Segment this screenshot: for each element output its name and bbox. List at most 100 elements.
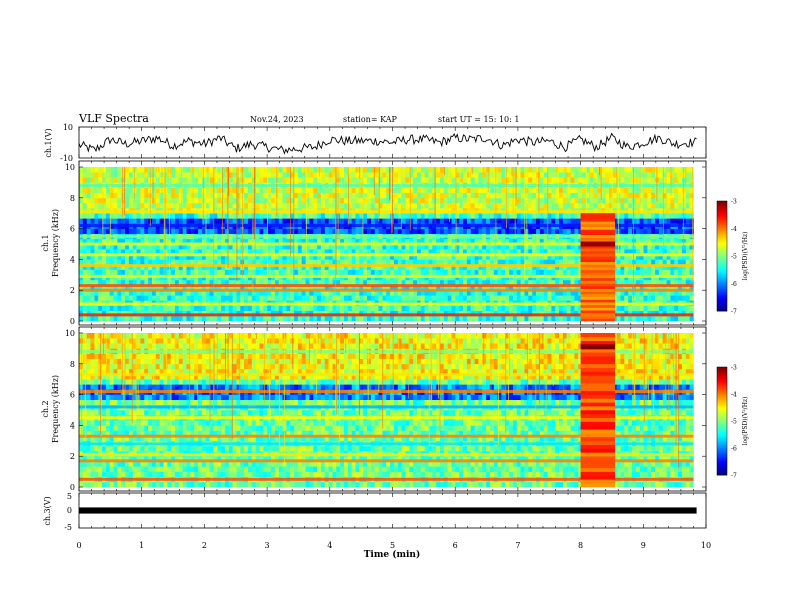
spectrogram-cell xyxy=(681,285,687,291)
spectrogram-cell xyxy=(370,213,376,219)
spectrogram-cell xyxy=(570,290,575,296)
spectrogram-cell xyxy=(497,213,502,219)
spectrogram-cell xyxy=(632,285,637,291)
spectrogram-cell xyxy=(547,177,552,183)
spectrogram-cell xyxy=(570,264,575,270)
spectrogram-cell xyxy=(374,269,379,276)
spectrogram-cell xyxy=(259,167,264,173)
spectrogram-cell xyxy=(94,197,99,204)
spectrogram-cell xyxy=(98,177,103,183)
spectrogram-cell xyxy=(505,290,510,296)
spectrogram-cell xyxy=(647,238,652,245)
spectrogram-cell xyxy=(255,254,260,260)
spectrogram-cell xyxy=(278,279,283,286)
spectrogram-cell xyxy=(121,177,126,183)
spectrogram-cell xyxy=(432,254,437,260)
spectrogram-cell xyxy=(597,177,602,183)
spectrogram-cell xyxy=(209,238,214,245)
spectrogram-cell xyxy=(497,172,502,178)
spectrogram-cell xyxy=(282,315,287,322)
spectrogram-cell xyxy=(340,254,345,260)
spectrogram-cell xyxy=(198,202,203,209)
spectrogram-cell xyxy=(666,228,671,235)
spectrogram-cell xyxy=(363,269,368,276)
spectrogram-cell xyxy=(501,279,506,286)
spectrogram-cell xyxy=(463,202,468,209)
spectrogram-cell xyxy=(121,172,126,178)
spectrogram-cell xyxy=(278,285,283,291)
spectrogram-cell xyxy=(79,202,84,209)
spectrogram-cell xyxy=(175,228,180,235)
spectrogram-cell xyxy=(347,187,352,193)
spectrogram-cell xyxy=(520,269,525,276)
spectrogram-cell xyxy=(505,315,510,322)
spectrogram-cell xyxy=(374,279,379,286)
spectrogram-cell xyxy=(190,228,195,235)
spectrogram-cell xyxy=(274,254,280,260)
spectrogram-cell xyxy=(466,269,472,276)
spectrogram-cell xyxy=(370,290,376,296)
spectrogram-cell xyxy=(589,172,594,178)
spectrogram-cell xyxy=(635,285,641,291)
spectrogram-cell xyxy=(689,279,694,286)
spectrogram-cell xyxy=(201,244,207,250)
spectrogram-cell xyxy=(344,305,349,312)
spectrogram-cell xyxy=(178,172,183,178)
spectrogram-cell xyxy=(420,254,425,260)
spectrogram-cell xyxy=(470,228,475,235)
spectrogram-cell xyxy=(336,264,341,270)
spectrogram-cell xyxy=(255,187,260,193)
frequency-band xyxy=(79,253,694,257)
spectrogram-cell xyxy=(509,259,514,265)
spectrogram-cell xyxy=(332,192,337,199)
spectrogram-cell xyxy=(539,259,544,265)
spectrogram-cell xyxy=(559,279,564,286)
spectrogram-cell xyxy=(486,264,491,270)
spectrogram-cell xyxy=(328,228,333,235)
spectrogram-cell xyxy=(244,269,249,276)
spectrogram-cell xyxy=(658,279,664,286)
spectrogram-cell xyxy=(451,259,456,265)
spectrogram-cell xyxy=(386,279,391,286)
spectrogram-cell xyxy=(635,187,641,193)
waveform-line xyxy=(78,132,697,155)
spectrogram-cell xyxy=(282,202,287,209)
spectrogram-cell xyxy=(240,305,245,312)
spectrogram-cell xyxy=(562,172,568,178)
spectrogram-cell xyxy=(332,218,337,224)
spectrogram-cell xyxy=(628,305,633,312)
spectrogram-cell xyxy=(271,228,276,235)
spectrogram-cell xyxy=(685,202,690,209)
spectrogram-cell xyxy=(455,290,460,296)
spectrogram-cell xyxy=(248,305,253,312)
spectrogram-cell xyxy=(570,213,575,219)
spectrogram-cell xyxy=(428,192,433,199)
spectrogram-cell xyxy=(451,187,456,193)
spectrogram-cell xyxy=(221,290,226,296)
spectrogram-cell xyxy=(313,172,318,178)
spectrogram-cell xyxy=(328,264,333,270)
spectrogram-cell xyxy=(248,285,253,291)
spectrogram-cell xyxy=(486,254,491,260)
spectrogram-cell xyxy=(163,315,168,322)
spectrogram-cell xyxy=(205,244,210,250)
spectrogram-cell xyxy=(532,238,537,245)
spectrogram-cell xyxy=(466,315,472,322)
spectrogram-cell xyxy=(417,305,422,312)
spectrogram-cell xyxy=(190,244,195,250)
spectrogram-cell xyxy=(251,295,256,301)
spectrogram-cell xyxy=(109,249,114,255)
spectrogram-cell xyxy=(232,244,237,250)
spectrogram-cell xyxy=(144,172,149,178)
spectrogram-cell xyxy=(209,187,214,193)
spectrogram-cell xyxy=(505,305,510,312)
spectrogram-cell xyxy=(347,259,352,265)
spectrogram-cell xyxy=(655,238,660,245)
spectrogram-cell xyxy=(248,249,253,255)
spectrogram-cell xyxy=(155,213,160,219)
spectrogram-cell xyxy=(536,259,541,265)
spectrogram-cell xyxy=(424,172,429,178)
spectrogram-cell xyxy=(221,259,226,265)
spectrogram-cell xyxy=(689,290,694,296)
spectrogram-cell xyxy=(378,264,383,270)
